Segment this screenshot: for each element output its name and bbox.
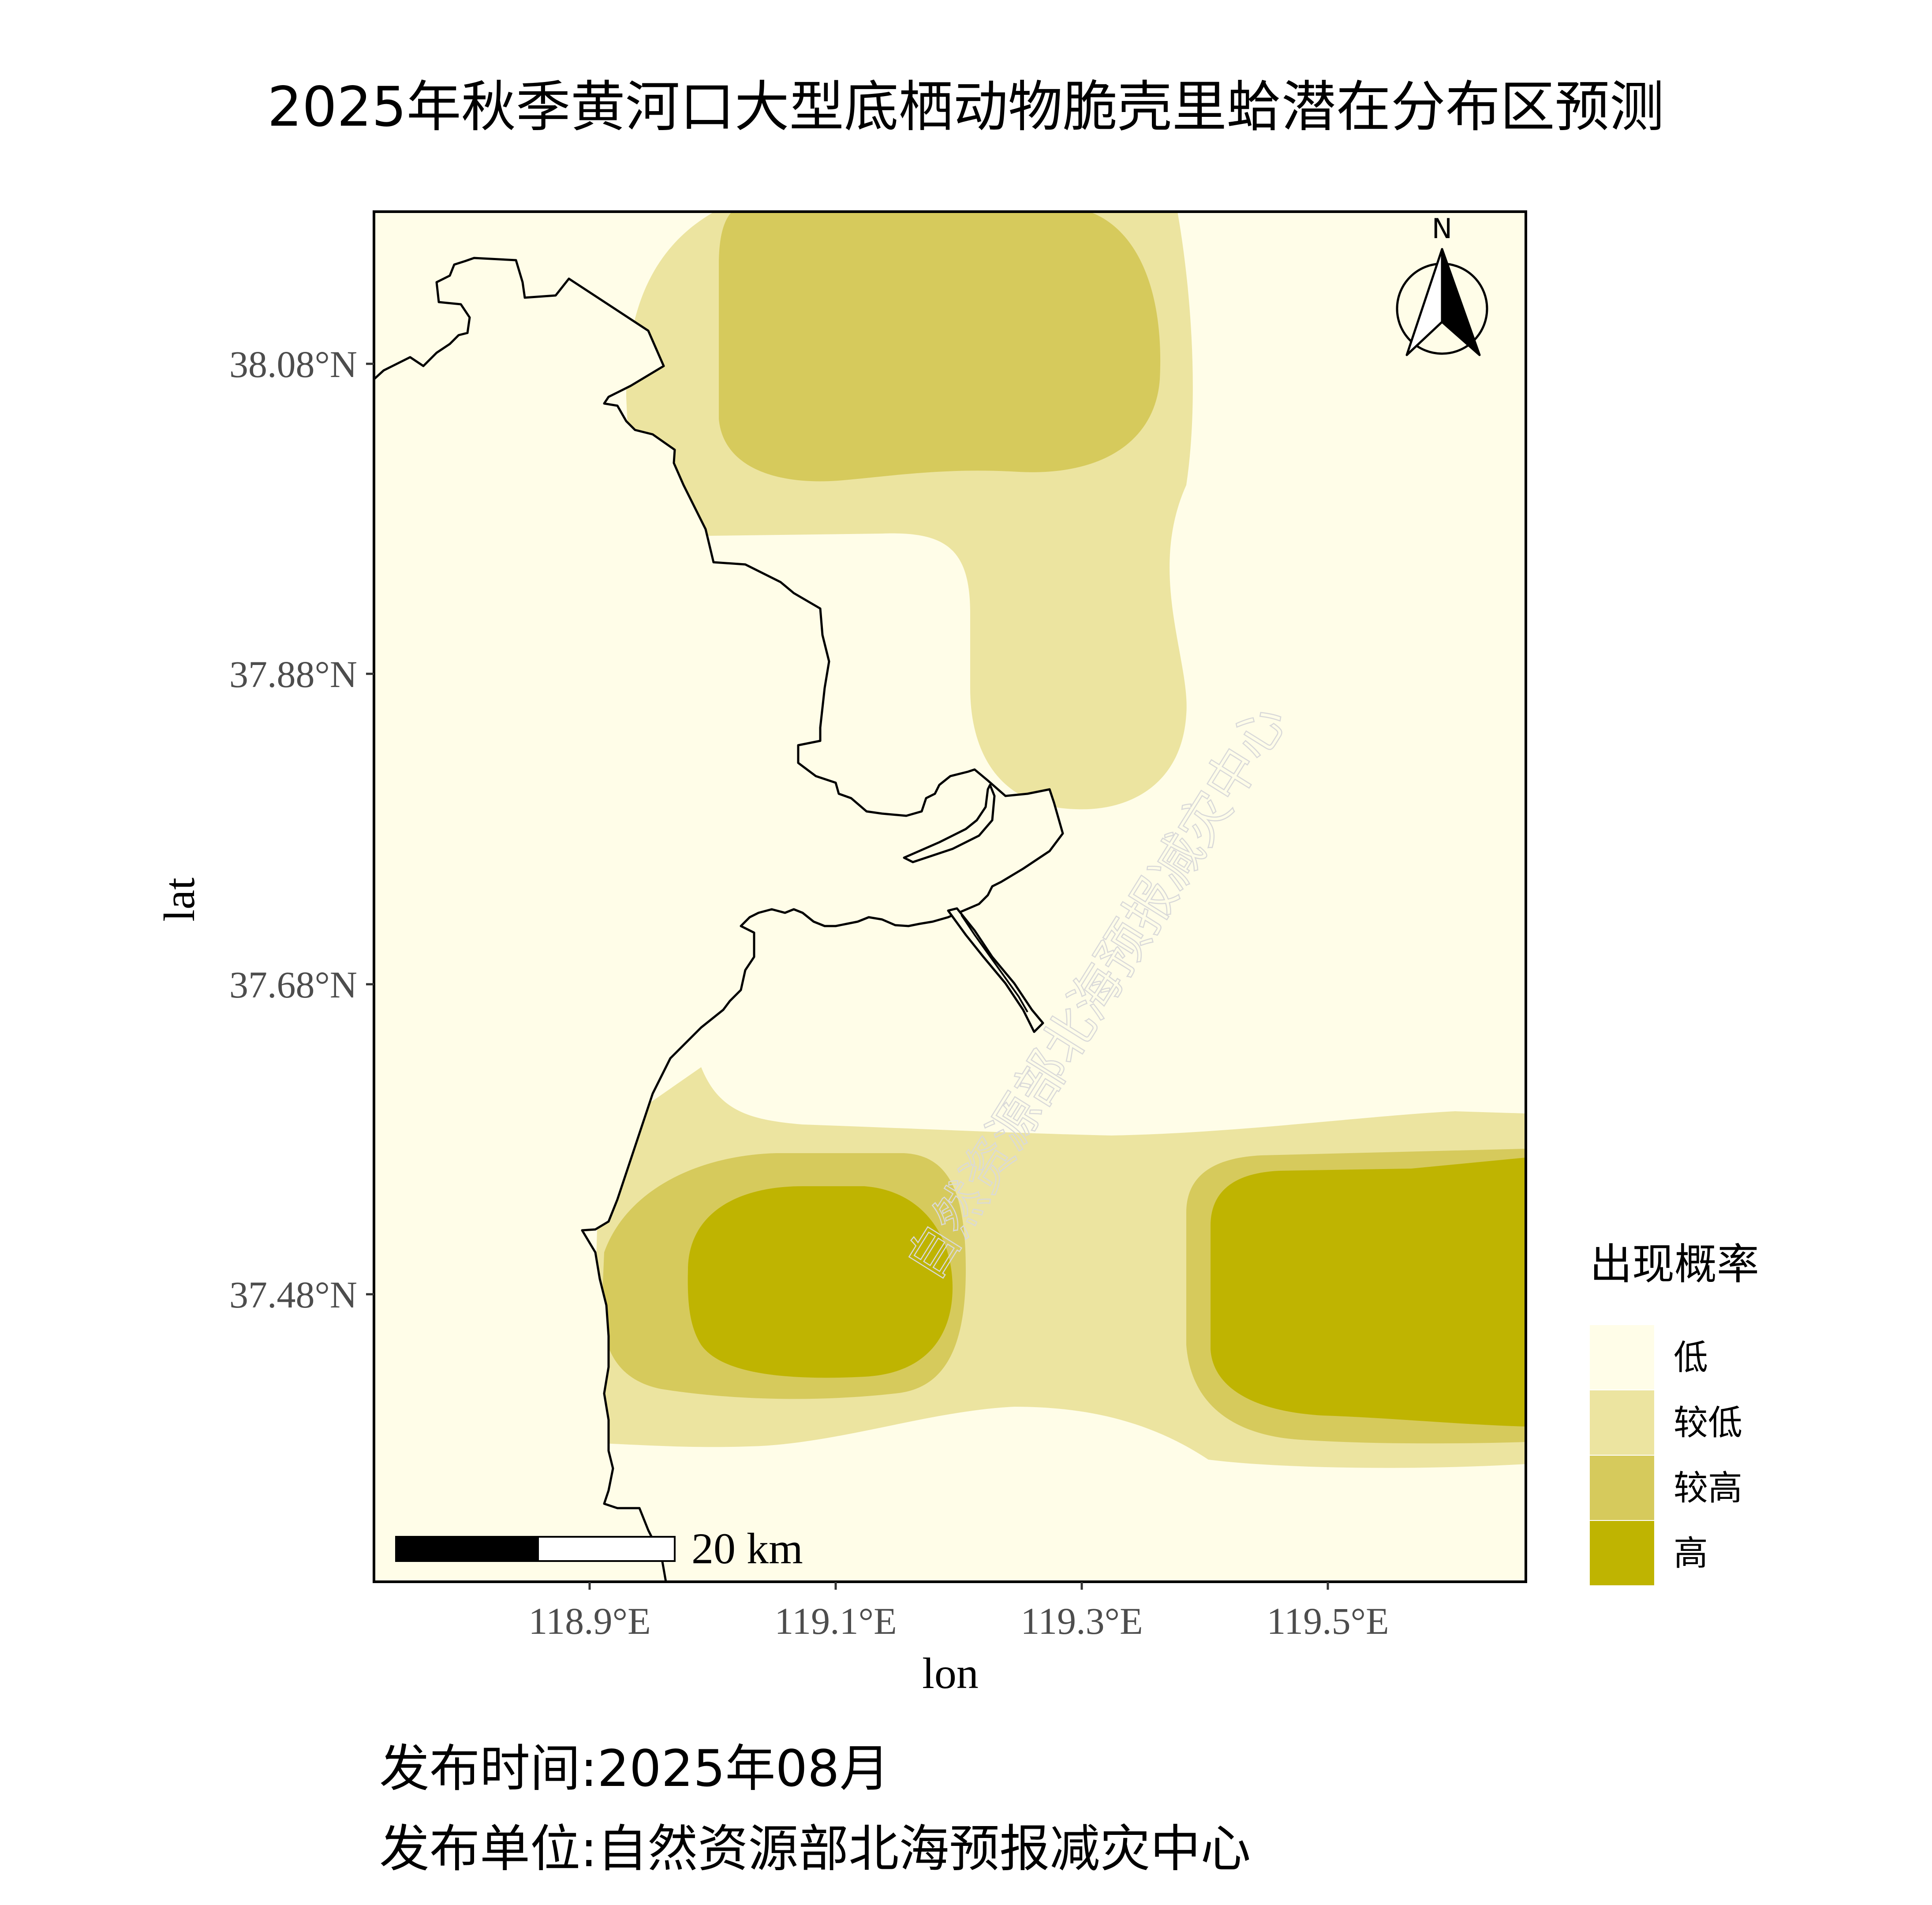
map-panel-border xyxy=(373,210,1527,1583)
zone-southeast-high xyxy=(1211,1158,1526,1427)
zone-north-higher xyxy=(719,212,1161,482)
legend-swatch-higher xyxy=(1590,1456,1654,1520)
legend-swatch-lower xyxy=(1590,1390,1654,1455)
y-tick-label: 37.88°N xyxy=(229,653,357,695)
legend: 出现概率 低 较低 较高 高 xyxy=(1590,1240,1759,1585)
scale-bar-black-segment xyxy=(395,1536,539,1562)
x-tick-label: 119.1°E xyxy=(774,1600,897,1642)
x-axis: 118.9°E 119.1°E 119.3°E 119.5°E lon xyxy=(528,1582,1389,1698)
river-mouth-spit xyxy=(903,784,996,863)
x-axis-title: lon xyxy=(922,1649,979,1698)
y-tick-label: 37.48°N xyxy=(229,1274,357,1316)
y-tick-label: 37.68°N xyxy=(229,964,357,1006)
legend-label: 低 xyxy=(1674,1338,1708,1378)
north-arrow-right-half xyxy=(1441,248,1481,356)
y-axis-title: lat xyxy=(155,878,204,922)
x-tick-label: 118.9°E xyxy=(528,1600,650,1642)
river-jetty-inner xyxy=(960,914,1028,1012)
river-jetty xyxy=(947,907,1044,1033)
legend-label: 较高 xyxy=(1674,1468,1742,1508)
legend-swatch-low xyxy=(1590,1325,1654,1390)
scale-bar-white-segment xyxy=(537,1536,676,1562)
north-arrow-label: N xyxy=(1432,213,1452,245)
y-tick-label: 38.08°N xyxy=(229,343,357,385)
scale-bar: 20 km xyxy=(395,1524,803,1573)
map-panel xyxy=(374,212,1526,1582)
x-tick-label: 119.3°E xyxy=(1020,1600,1143,1642)
release-unit: 发布单位:自然资源部北海预报减灾中心 xyxy=(379,1819,1251,1878)
map-title: 2025年秋季黄河口大型底栖动物脆壳里蛤潜在分布区预测 xyxy=(267,75,1664,139)
legend-label: 较低 xyxy=(1674,1403,1742,1443)
legend-label: 高 xyxy=(1674,1534,1708,1573)
release-time: 发布时间:2025年08月 xyxy=(379,1739,890,1798)
zone-southwest-high xyxy=(688,1186,953,1378)
north-arrow-icon: N xyxy=(1396,213,1488,356)
x-tick-label: 119.5°E xyxy=(1267,1600,1389,1642)
legend-title: 出现概率 xyxy=(1590,1240,1759,1289)
scale-bar-label: 20 km xyxy=(691,1524,803,1573)
legend-swatch-high xyxy=(1590,1521,1654,1585)
land-mass xyxy=(374,257,1064,1582)
y-axis: 38.08°N 37.88°N 37.68°N 37.48°N lat xyxy=(155,343,374,1316)
